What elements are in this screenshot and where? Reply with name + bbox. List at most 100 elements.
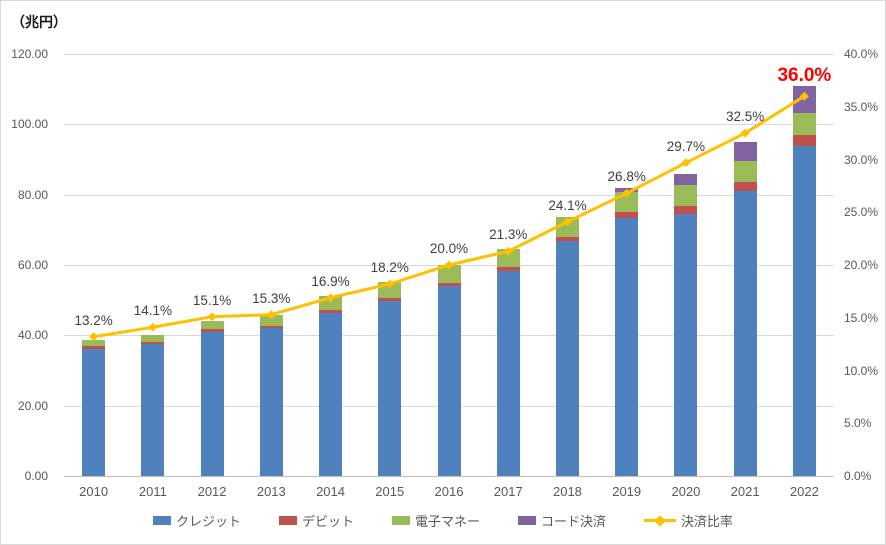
bar-segment-code [733, 141, 757, 161]
ratio-data-label: 32.5% [726, 109, 765, 125]
bar-segment-emoney [200, 320, 224, 330]
ratio-data-label: 29.7% [666, 138, 706, 154]
x-axis-label: 2014 [316, 484, 345, 499]
ratio-data-label: 20.0% [429, 241, 469, 256]
bar-segment-emoney [792, 113, 816, 135]
legend-swatch-debit-icon [278, 516, 297, 525]
bar-stack-2022 [792, 85, 816, 476]
bar-segment-debit [555, 236, 579, 242]
bar-segment-emoney [259, 314, 283, 326]
left-axis-tick-label: 100.00 [11, 117, 48, 132]
x-axis-label: 2010 [79, 484, 109, 499]
bar-stack-2021 [733, 141, 757, 476]
bar-segment-debit [200, 329, 224, 332]
bar-segment-debit [792, 134, 816, 147]
bar-segment-credit [437, 286, 461, 476]
ratio-data-label: 16.9% [311, 273, 350, 289]
bar-segment-code [674, 173, 698, 186]
right-axis-tick-label: 40.0% [844, 47, 879, 61]
bar-segment-credit [496, 270, 520, 476]
bar-stack-2016 [437, 265, 461, 476]
ratio-marker [444, 260, 454, 270]
left-axis-tick-label: 120.00 [11, 47, 48, 61]
bar-segment-emoney [141, 334, 165, 342]
x-axis-label: 2016 [434, 484, 464, 499]
bar-stack-2011 [141, 334, 165, 476]
left-axis-tick-label: 40.00 [17, 328, 48, 343]
left-axis-tick-label: 60.00 [17, 258, 48, 272]
x-axis-label: 2012 [197, 484, 227, 499]
bar-segment-emoney [437, 265, 461, 284]
x-axis-label: 2013 [256, 484, 286, 499]
x-axis-label: 2020 [671, 484, 701, 499]
bar-segment-credit [200, 331, 224, 476]
bar-segment-debit [437, 283, 461, 287]
bar-segment-debit [378, 298, 402, 301]
bar-segment-debit [319, 310, 343, 314]
legend-item-ratio: 決済比率 [644, 511, 733, 530]
bar-segment-credit [378, 300, 402, 476]
ratio-marker [326, 293, 336, 303]
ratio-marker [740, 128, 750, 138]
ratio-marker [148, 322, 158, 332]
bar-segment-credit [555, 241, 579, 476]
ratio-marker [266, 310, 276, 320]
bar-stack-2018 [555, 216, 579, 476]
right-axis-tick-label: 15.0% [844, 310, 879, 325]
legend-swatch-code-icon [518, 516, 536, 525]
bar-segment-credit [792, 146, 816, 476]
ratio-marker [503, 246, 513, 256]
ratio-marker [207, 312, 217, 322]
x-axis-line [64, 476, 834, 477]
legend-label: 決済比率 [681, 514, 734, 529]
bar-stack-2012 [200, 320, 224, 476]
ratio-data-label: 26.8% [607, 169, 646, 185]
left-axis-tick-label: 20.00 [17, 398, 48, 413]
plot-area [64, 54, 834, 477]
legend-swatch-emoney-icon [391, 516, 410, 525]
bar-stack-2020 [674, 173, 698, 476]
legend-label: デビット [301, 514, 354, 529]
bar-segment-debit [674, 206, 698, 215]
legend-label: クレジット [175, 514, 241, 529]
ratio-marker [385, 279, 395, 289]
legend-item-code: コード決済 [518, 511, 606, 530]
x-axis-label: 2011 [138, 484, 167, 499]
ratio-data-label: 24.1% [548, 197, 587, 213]
ratio-marker [89, 332, 99, 342]
bar-segment-credit [615, 217, 639, 476]
left-axis-unit-label: （兆円） [11, 14, 67, 30]
bar-segment-credit [141, 344, 165, 476]
ratio-marker [562, 217, 572, 227]
bar-segment-credit [82, 348, 106, 476]
right-axis-tick-label: 20.0% [844, 258, 879, 272]
right-axis-tick-label: 35.0% [844, 99, 879, 114]
gridline [64, 124, 834, 126]
right-axis-tick-label: 10.0% [844, 363, 879, 378]
ratio-marker [681, 158, 691, 168]
ratio-data-label: 21.3% [489, 227, 528, 243]
bar-segment-emoney [674, 185, 698, 207]
bar-segment-debit [733, 181, 757, 192]
ratio-line-series [89, 91, 809, 342]
left-axis-tick-label: 80.00 [17, 187, 48, 202]
legend-swatch-credit-icon [152, 516, 171, 525]
legend-item-debit: デビット [278, 511, 354, 530]
bar-segment-debit [496, 266, 520, 271]
x-axis-label: 2017 [493, 484, 523, 499]
ratio-marker [799, 91, 809, 101]
bar-segment-credit [259, 328, 283, 476]
legend-item-credit: クレジット [152, 511, 241, 530]
x-axis-label: 2019 [612, 484, 642, 499]
ratio-data-label: 15.1% [192, 292, 232, 308]
bar-segment-debit [615, 211, 639, 218]
legend-label: 電子マネー [414, 514, 480, 529]
ratio-data-label: 14.1% [133, 303, 172, 319]
bar-segment-emoney [733, 160, 757, 182]
ratio-marker [622, 188, 632, 198]
x-axis-label: 2015 [375, 484, 405, 499]
legend-label: コード決済 [541, 514, 607, 529]
ratio-data-label: 13.2% [74, 312, 113, 328]
x-axis-label: 2021 [730, 484, 760, 499]
